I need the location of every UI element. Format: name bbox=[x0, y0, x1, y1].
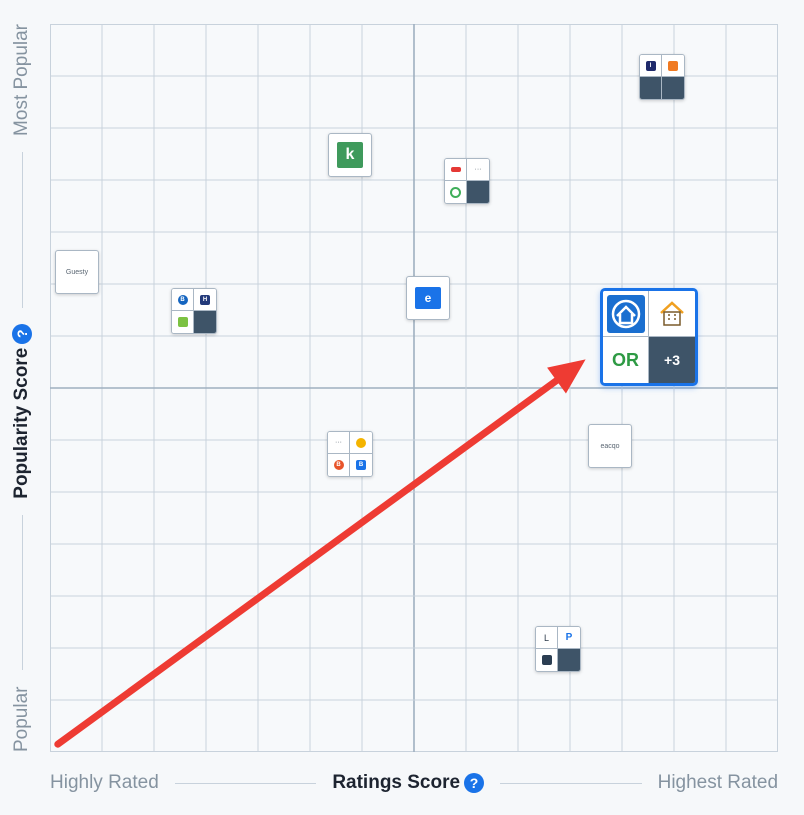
group-cell: ··· bbox=[467, 159, 489, 181]
building-icon bbox=[660, 300, 684, 326]
group-cell: H bbox=[194, 289, 216, 311]
group-cell bbox=[649, 291, 695, 337]
chart-point-group-top-right[interactable]: I bbox=[639, 54, 685, 100]
house-icon bbox=[606, 294, 645, 333]
chart-point-eacqo[interactable]: eacqo bbox=[588, 424, 632, 469]
vendor-logo-icon: B bbox=[356, 460, 366, 470]
vendor-logo-icon: I bbox=[645, 60, 656, 71]
group-cell bbox=[640, 77, 662, 99]
vendor-logo-icon: B bbox=[177, 294, 188, 305]
group-cell bbox=[536, 649, 558, 671]
chart-point-highlighted-group[interactable]: OR +3 bbox=[600, 288, 698, 386]
vendor-name-label: eacqo bbox=[600, 442, 620, 450]
group-cell bbox=[445, 159, 467, 181]
chart-point-green-logo[interactable]: k bbox=[328, 133, 372, 177]
vendor-logo-icon bbox=[450, 186, 461, 198]
vendor-logo-icon: L bbox=[543, 632, 549, 643]
chart-point-group-center[interactable]: ··· B B bbox=[327, 431, 373, 477]
chart-point-guesty[interactable]: Guesty bbox=[55, 250, 99, 294]
chart-point-group-mid-top[interactable]: ··· bbox=[444, 158, 490, 204]
group-cell bbox=[350, 432, 372, 454]
y-axis-line-right bbox=[21, 151, 23, 308]
question-circle-icon[interactable]: ? bbox=[12, 323, 32, 344]
group-cell: P bbox=[558, 627, 580, 649]
group-cell: B bbox=[172, 289, 194, 311]
vendor-logo-icon: P bbox=[565, 632, 573, 643]
x-axis-high-label: Highest Rated bbox=[657, 772, 779, 793]
vendor-logo-icon: e bbox=[415, 287, 441, 309]
group-cell bbox=[194, 311, 216, 333]
y-axis-title-text: Popularity Score bbox=[11, 347, 32, 499]
question-circle-icon[interactable]: ? bbox=[464, 773, 485, 793]
vendor-logo-icon: ··· bbox=[474, 166, 482, 173]
group-cell bbox=[603, 291, 649, 337]
vendor-logo-icon bbox=[177, 317, 188, 327]
vendor-logo-icon: k bbox=[337, 142, 363, 168]
or-logo-text: OR bbox=[612, 349, 639, 370]
y-axis-high-label: Most Popular bbox=[11, 23, 32, 136]
y-axis-line-left bbox=[21, 514, 23, 671]
group-cell: OR bbox=[603, 337, 649, 383]
vendor-logo-icon bbox=[356, 437, 366, 448]
x-axis-title: Ratings Score ? bbox=[332, 772, 485, 794]
group-cell: B bbox=[328, 454, 350, 476]
chart-point-blue-e-logo[interactable]: e bbox=[406, 276, 450, 320]
x-axis-low-label: Highly Rated bbox=[50, 772, 159, 793]
x-axis-line-right bbox=[500, 782, 642, 784]
vendor-name-label: Guesty bbox=[65, 268, 89, 276]
x-axis-title-text: Ratings Score bbox=[332, 772, 461, 793]
vendor-logo-icon bbox=[450, 167, 461, 172]
y-axis-title: Popularity Score ? bbox=[11, 323, 33, 499]
group-cell bbox=[662, 77, 684, 99]
group-cell: L bbox=[536, 627, 558, 649]
vendor-logo-icon: H bbox=[200, 294, 210, 305]
group-cell: I bbox=[640, 55, 662, 77]
x-axis: Highly Rated Ratings Score ? Highest Rat… bbox=[50, 768, 778, 798]
group-cell bbox=[558, 649, 580, 671]
group-cell bbox=[445, 181, 467, 203]
y-axis: Popular Popularity Score ? Most Popular bbox=[0, 24, 44, 752]
group-cell: B bbox=[350, 454, 372, 476]
group-cell bbox=[467, 181, 489, 203]
vendor-logo-icon: B bbox=[333, 460, 344, 470]
vendor-logo-icon: ··· bbox=[335, 439, 342, 446]
x-axis-line-left bbox=[174, 782, 317, 784]
group-cell bbox=[662, 55, 684, 77]
grid-lines bbox=[50, 24, 778, 752]
group-cell bbox=[172, 311, 194, 333]
group-cell: ··· bbox=[328, 432, 350, 454]
vendor-logo-icon bbox=[541, 655, 552, 665]
y-axis-low-label: Popular bbox=[11, 686, 32, 753]
more-count-badge[interactable]: +3 bbox=[649, 337, 695, 383]
vendor-logo-icon bbox=[668, 60, 678, 71]
